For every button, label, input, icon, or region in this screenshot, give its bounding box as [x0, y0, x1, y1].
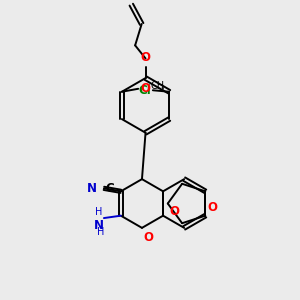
Text: O: O: [140, 51, 151, 64]
Text: O: O: [170, 205, 180, 218]
Text: O: O: [207, 201, 218, 214]
Text: N: N: [87, 182, 97, 195]
Text: ₃: ₃: [160, 84, 164, 93]
Text: C: C: [105, 182, 114, 195]
Text: H: H: [97, 227, 104, 237]
Text: N: N: [94, 219, 104, 232]
Text: Cl: Cl: [138, 84, 151, 97]
Text: O: O: [143, 231, 154, 244]
Text: O: O: [140, 82, 150, 95]
Text: H: H: [95, 207, 102, 217]
Text: CH: CH: [151, 81, 165, 91]
